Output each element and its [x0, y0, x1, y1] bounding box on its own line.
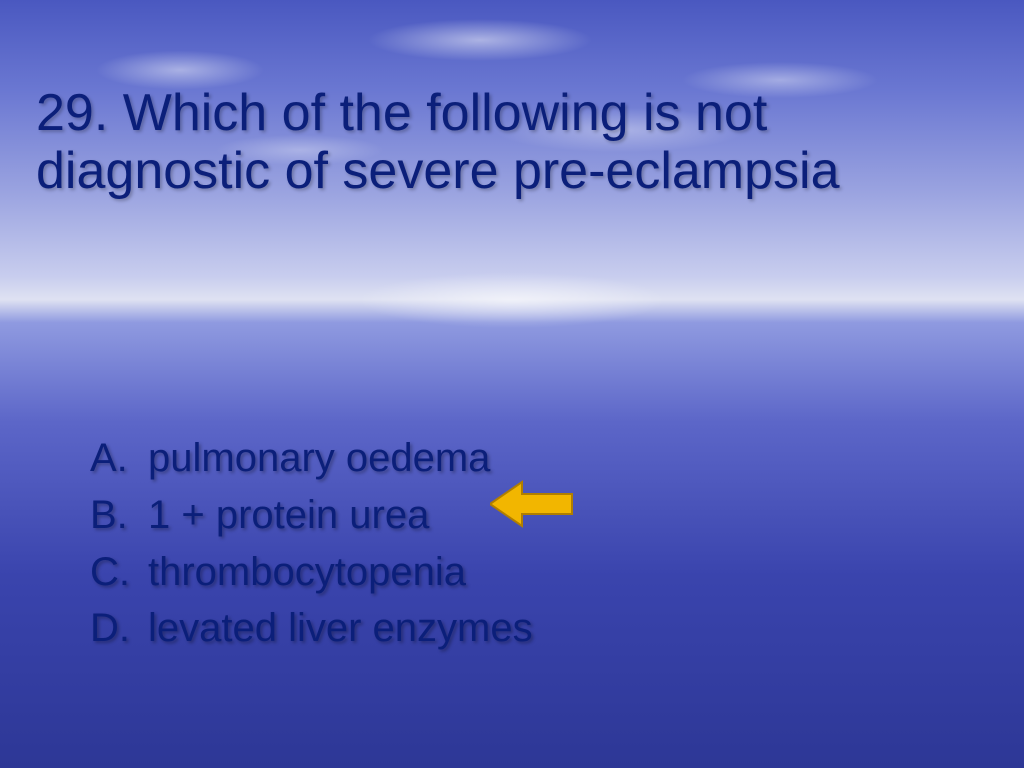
slide: 29. Which of the following is not diagno… [0, 0, 1024, 768]
answer-marker: A. [90, 430, 148, 487]
answer-option-c: C. thrombocytopenia [90, 544, 890, 601]
answer-text: pulmonary oedema [148, 430, 490, 487]
answer-list: A. pulmonary oedema B. 1 + protein urea … [90, 430, 890, 657]
answer-marker: C. [90, 544, 148, 601]
answer-text: thrombocytopenia [148, 544, 466, 601]
answer-option-a: A. pulmonary oedema [90, 430, 890, 487]
arrow-shape [490, 482, 572, 526]
answer-text: 1 + protein urea [148, 487, 429, 544]
answer-marker: B. [90, 487, 148, 544]
answer-option-d: D. levated liver enzymes [90, 600, 890, 657]
answer-text: levated liver enzymes [148, 600, 533, 657]
question-title: 29. Which of the following is not diagno… [36, 84, 976, 200]
left-arrow-icon [490, 480, 574, 528]
answer-marker: D. [90, 600, 148, 657]
